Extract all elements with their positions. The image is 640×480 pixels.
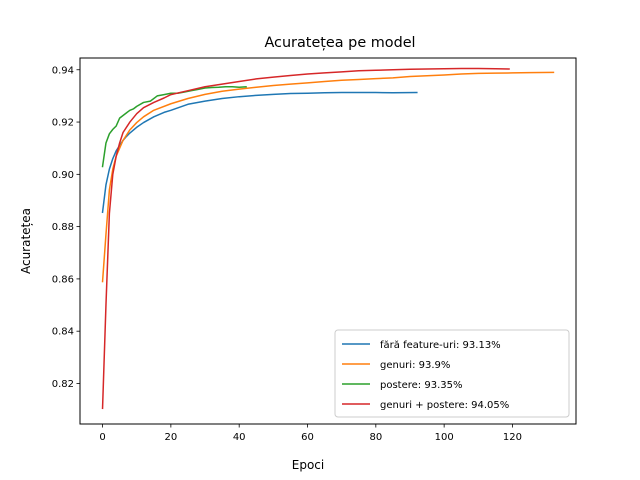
x-axis-label: Epoci bbox=[292, 458, 324, 472]
plot-frame bbox=[79, 57, 577, 425]
legend: fără feature-uri: 93.13% genuri: 93.9% pos… bbox=[334, 329, 570, 418]
y-axis-label: Acuratețea bbox=[19, 208, 33, 274]
ticks-layer: 0 20 40 60 80 100 120 0.82 0.84 0.86 0.88 0.90 0.92 0… bbox=[52, 65, 522, 443]
x-tick-label: 80 bbox=[369, 432, 382, 443]
x-tick-label: 60 bbox=[301, 432, 314, 443]
x-tick-label: 20 bbox=[164, 432, 177, 443]
legend-label-4: genuri + postere: 94.05% bbox=[380, 400, 509, 411]
y-tick-label: 0.90 bbox=[52, 170, 74, 181]
legend-label-1: fără feature-uri: 93.13% bbox=[380, 340, 501, 351]
y-tick-label: 0.92 bbox=[52, 118, 74, 129]
series-line-2 bbox=[101, 71, 555, 283]
chart-title: Acuratețea pe model bbox=[264, 35, 415, 51]
y-tick-label: 0.84 bbox=[52, 327, 74, 338]
y-tick-label: 0.94 bbox=[52, 65, 74, 76]
legend-frame bbox=[334, 329, 570, 418]
y-tick-label: 0.82 bbox=[52, 379, 74, 390]
series-line-4 bbox=[101, 67, 510, 410]
x-tick-label: 100 bbox=[435, 432, 454, 443]
x-tick-label: 0 bbox=[99, 432, 105, 443]
y-tick-label: 0.86 bbox=[52, 274, 74, 285]
series-line-3 bbox=[101, 85, 247, 168]
legend-label-2: genuri: 93.9% bbox=[380, 360, 450, 371]
y-tick-label: 0.88 bbox=[52, 222, 74, 233]
x-tick-label: 120 bbox=[503, 432, 522, 443]
legend-label-3: postere: 93.35% bbox=[380, 380, 462, 391]
x-tick-label: 40 bbox=[233, 432, 246, 443]
series-layer bbox=[101, 67, 555, 410]
